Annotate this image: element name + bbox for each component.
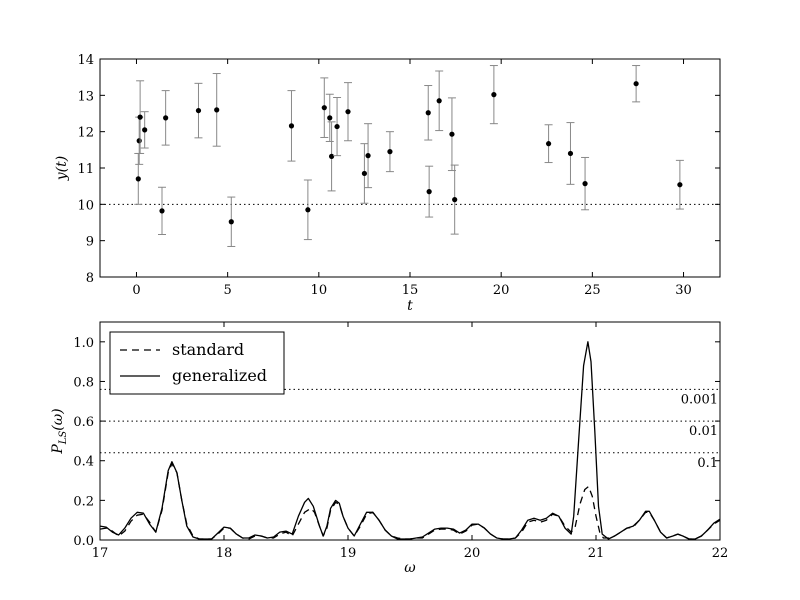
significance-level-labels: 0.001 0.01 0.1	[681, 392, 718, 470]
periodogram-legend: standard generalized	[109, 331, 285, 395]
x-tick-label: 25	[584, 283, 601, 298]
x-tick-label: 30	[675, 283, 692, 298]
y-tick-label: 0.4	[73, 455, 94, 470]
time-series-panel: 0 5 10 15 20 25 30 8 9 10 11 12 13 14 t y(t)	[54, 53, 721, 314]
data-point	[305, 207, 311, 213]
data-point	[163, 115, 169, 121]
y-tick-label: 8	[86, 271, 94, 286]
time-series-y-ticks: 8 9 10 11 12 13 14	[77, 53, 720, 286]
x-tick-label: 22	[712, 546, 729, 561]
data-point	[426, 189, 432, 195]
x-tick-label: 20	[493, 283, 510, 298]
data-point	[195, 107, 202, 114]
y-tick-label: 12	[77, 126, 94, 141]
periodogram-panel: 17 18 19 20 21 22 0.00.20.40.60.81.0 0.0010.0…	[50, 321, 729, 576]
x-tick-label: 18	[216, 546, 233, 561]
periodogram-x-ticks: 17 18 19 20 21 22	[92, 322, 729, 561]
data-point	[159, 208, 165, 214]
x-tick-label: 5	[224, 283, 232, 298]
data-point	[387, 149, 393, 155]
significance-label: 0.01	[689, 424, 718, 439]
y-tick-label: 0.8	[73, 375, 94, 390]
data-point	[491, 92, 497, 98]
significance-label: 0.1	[697, 456, 718, 471]
y-tick-label: 0.2	[73, 494, 94, 509]
data-point	[677, 182, 683, 188]
data-point	[137, 114, 143, 120]
legend-label-standard: standard	[172, 340, 244, 359]
series-line-generalized	[99, 341, 721, 540]
data-point	[582, 181, 588, 187]
data-point	[545, 141, 552, 147]
data-point	[452, 197, 458, 203]
periodogram-frame	[99, 321, 721, 541]
data-point	[436, 98, 442, 104]
x-tick-label: 0	[132, 283, 140, 298]
data-point	[328, 153, 335, 159]
y-tick-label: 13	[77, 89, 94, 104]
y-tick-label: 14	[77, 53, 94, 68]
data-point	[449, 131, 455, 137]
x-tick-label: 19	[340, 546, 357, 561]
data-point	[135, 176, 141, 182]
data-point	[142, 127, 148, 133]
data-point	[425, 110, 431, 116]
data-point	[228, 219, 234, 225]
x-tick-label: 17	[92, 546, 109, 561]
y-tick-label: 11	[77, 162, 94, 177]
periodogram-y-label: PLS(ω)	[50, 408, 69, 454]
data-point	[214, 107, 220, 113]
legend-box	[109, 331, 285, 395]
data-point	[334, 123, 340, 130]
y-tick-label: 0.0	[73, 534, 94, 549]
x-tick-label: 20	[464, 546, 481, 561]
data-point	[288, 123, 295, 129]
time-series-x-ticks: 0 5 10 15 20 25 30	[132, 59, 692, 298]
data-point	[633, 81, 639, 87]
x-tick-label: 10	[311, 283, 328, 298]
data-point	[365, 153, 371, 159]
y-tick-label: 0.6	[73, 415, 94, 430]
data-point	[321, 105, 327, 111]
y-tick-label: 10	[77, 198, 94, 213]
periodogram-x-label: ω	[404, 560, 416, 576]
significance-label: 0.001	[681, 392, 718, 407]
time-series-plot-area	[100, 65, 720, 247]
legend-label-generalized: generalized	[172, 366, 267, 385]
periodogram-plot-area	[99, 341, 721, 540]
time-series-y-label: y(t)	[54, 156, 70, 181]
y-tick-label: 9	[86, 235, 94, 250]
data-point	[345, 109, 351, 115]
data-point	[361, 170, 368, 177]
periodogram-y-ticks: 0.0 0.2 0.4 0.6 0.8 1.0	[73, 336, 720, 549]
data-point	[567, 150, 574, 157]
data-point	[327, 115, 333, 121]
x-tick-label: 21	[588, 546, 605, 561]
x-tick-label: 15	[402, 283, 419, 298]
y-tick-label: 1.0	[73, 336, 94, 351]
data-point	[136, 138, 142, 144]
time-series-x-label: t	[407, 298, 413, 314]
